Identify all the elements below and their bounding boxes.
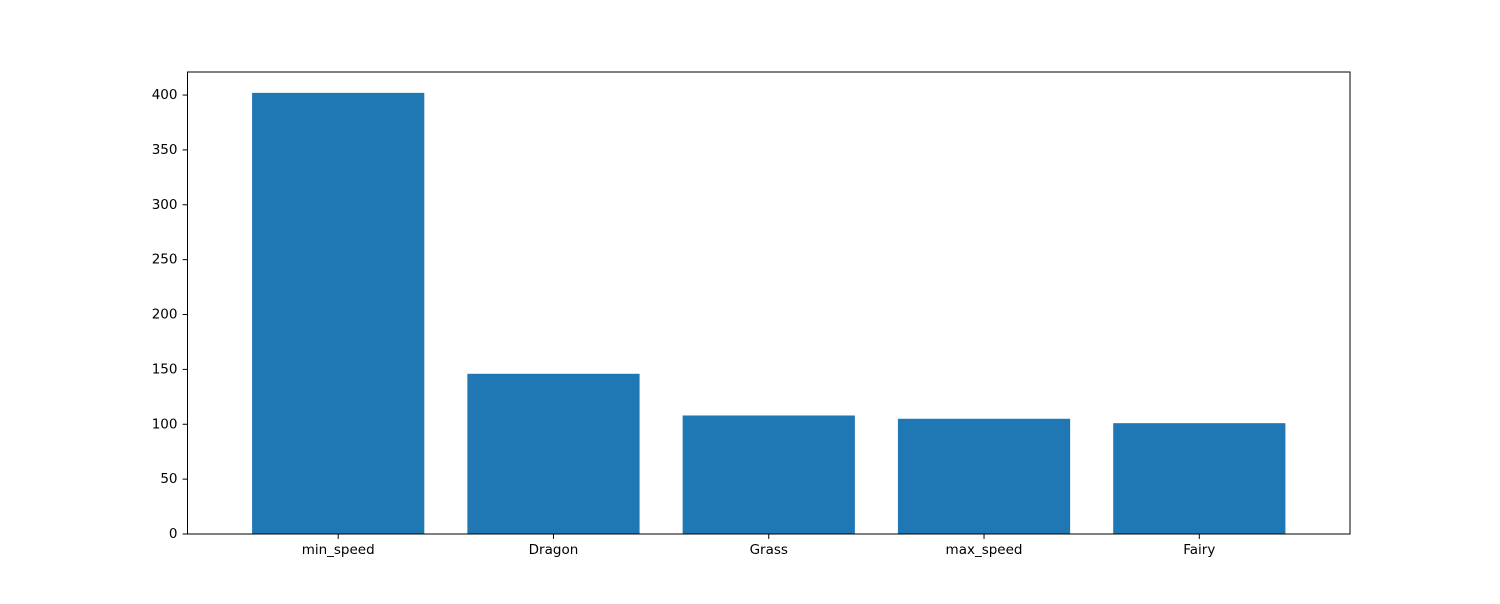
y-tick-label: 350 — [152, 142, 178, 158]
y-tick-label: 250 — [152, 252, 178, 268]
x-tick-label: Grass — [750, 542, 788, 558]
y-tick-label: 50 — [160, 471, 177, 487]
x-tick-label: Fairy — [1183, 542, 1215, 558]
x-tick-label: Dragon — [529, 542, 579, 558]
y-tick-label: 400 — [152, 87, 178, 103]
y-tick-label: 300 — [152, 197, 178, 213]
bars-layer — [252, 92, 1286, 535]
x-axis: min_speed Dragon Grass max_speed Fairy — [302, 534, 1215, 558]
bar-max_speed — [897, 418, 1071, 534]
y-tick-label: 200 — [152, 307, 178, 323]
bar-Grass — [682, 415, 855, 534]
plot-area-frame — [187, 71, 1351, 535]
x-tick-label: max_speed — [946, 542, 1023, 558]
y-tick-label: 0 — [169, 526, 178, 542]
y-axis: 0 50 100 150 200 250 300 350 400 — [152, 87, 188, 542]
bar-Fairy — [1113, 423, 1286, 534]
bar-min_speed — [252, 92, 425, 535]
bar-Dragon — [467, 373, 640, 534]
x-tick-label: min_speed — [302, 542, 375, 558]
y-tick-label: 150 — [152, 361, 178, 377]
y-tick-label: 100 — [152, 416, 178, 432]
